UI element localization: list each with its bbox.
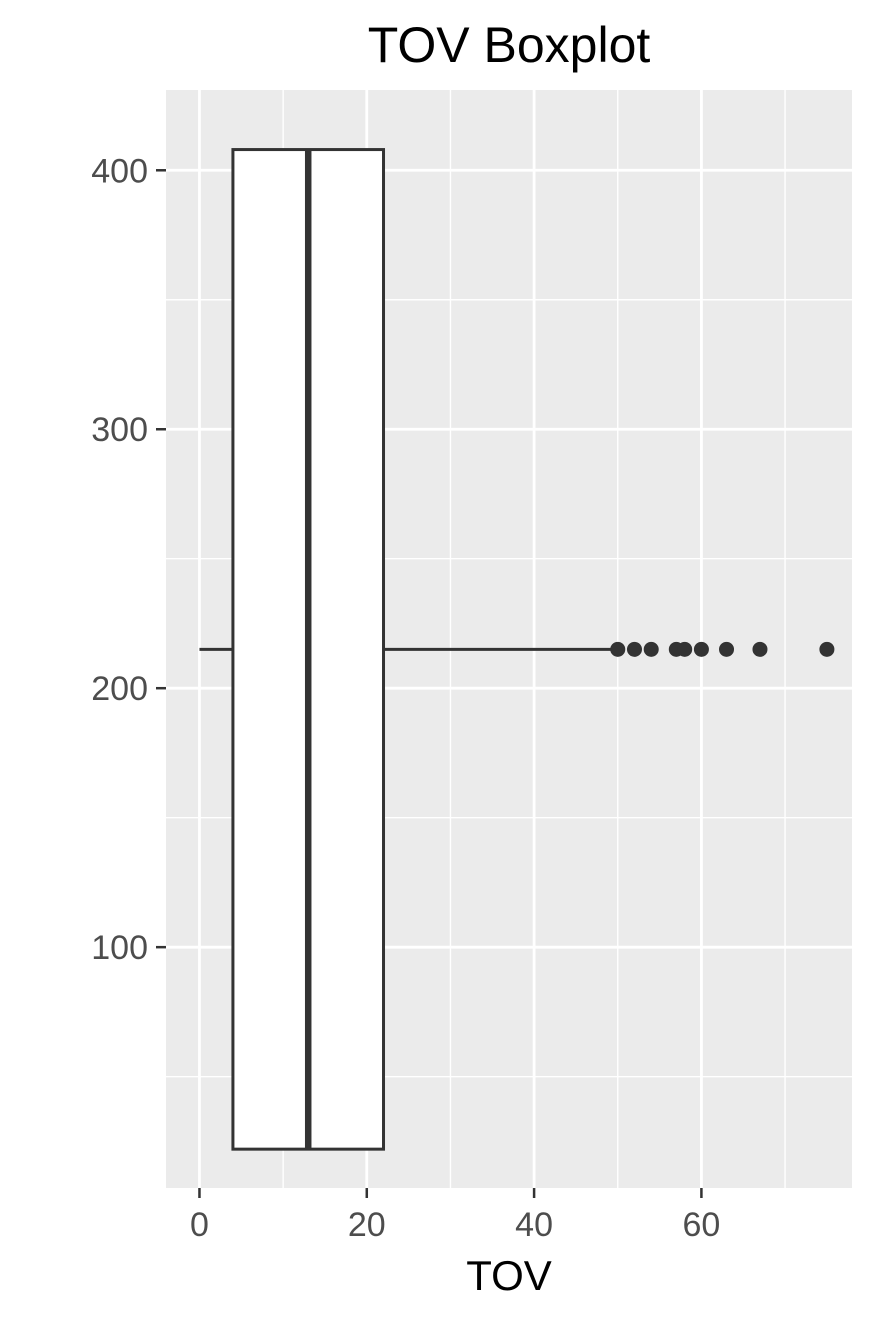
outlier-point: [610, 641, 626, 657]
chart-title: TOV Boxplot: [368, 17, 651, 73]
outlier-point: [752, 641, 768, 657]
outlier-point: [643, 641, 659, 657]
outlier-point: [819, 641, 835, 657]
outlier-point: [719, 641, 735, 657]
y-tick-label: 300: [91, 411, 148, 449]
outlier-point: [626, 641, 642, 657]
axes: 0 20 40 60 100 200 300 400: [91, 152, 720, 1244]
y-tick-label: 100: [91, 929, 148, 967]
outlier-point: [677, 641, 693, 657]
x-tick-label: 20: [348, 1206, 386, 1244]
x-tick-label: 60: [683, 1206, 721, 1244]
y-tick-label: 400: [91, 152, 148, 190]
box-group: [199, 148, 618, 1151]
outlier-points: [610, 641, 835, 657]
x-axis-title: TOV: [466, 1252, 552, 1299]
x-tick-label: 0: [190, 1206, 209, 1244]
outlier-point: [693, 641, 709, 657]
x-tick-label: 40: [515, 1206, 553, 1244]
y-tick-label: 200: [91, 670, 148, 708]
